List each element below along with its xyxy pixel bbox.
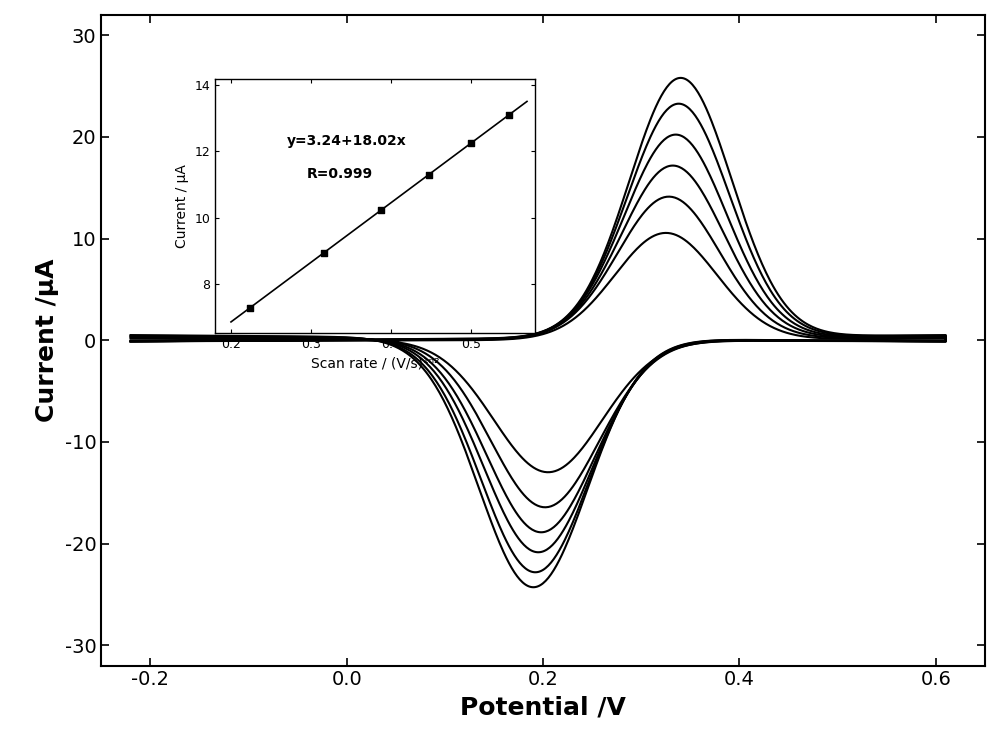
- Point: [373, 204, 389, 216]
- Y-axis label: Current / μA: Current / μA: [175, 164, 189, 248]
- Point: [501, 109, 517, 121]
- Point: [242, 302, 258, 314]
- Y-axis label: Current /μA: Current /μA: [35, 258, 59, 422]
- Text: R=0.999: R=0.999: [307, 167, 373, 181]
- X-axis label: Potential /V: Potential /V: [460, 695, 626, 719]
- Point: [316, 247, 332, 259]
- X-axis label: Scan rate / (V/s)¹ⁿ²: Scan rate / (V/s)¹ⁿ²: [311, 357, 439, 371]
- Point: [463, 137, 479, 149]
- Text: y=3.24+18.02x: y=3.24+18.02x: [287, 134, 407, 148]
- Point: [421, 169, 437, 181]
